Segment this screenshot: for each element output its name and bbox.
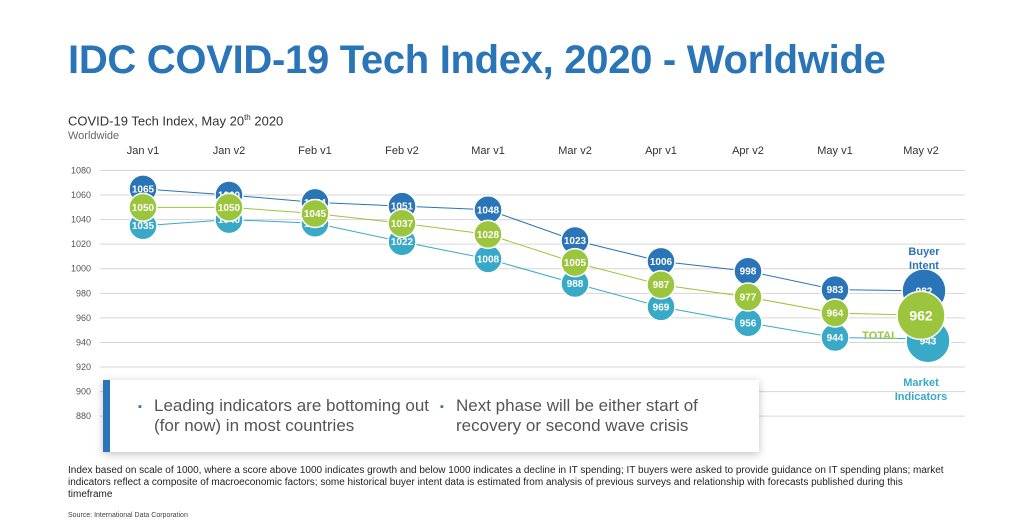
data-point-marker xyxy=(214,192,244,223)
data-value-label: 988 xyxy=(567,279,584,290)
data-point-marker xyxy=(733,282,763,312)
data-value-label: 1045 xyxy=(304,209,327,220)
data-value-label: 1023 xyxy=(564,236,587,247)
x-category-label: Feb v2 xyxy=(385,145,419,157)
data-value-label: 964 xyxy=(827,308,844,319)
series-line xyxy=(143,206,922,316)
data-point-marker xyxy=(128,192,158,223)
x-category-label: Feb v1 xyxy=(298,145,332,157)
data-value-label: 977 xyxy=(740,293,757,304)
data-value-label: 983 xyxy=(827,285,844,296)
series-label-market-indicators: Market xyxy=(903,377,939,389)
data-point-marker xyxy=(820,298,850,328)
data-point-marker xyxy=(896,290,946,341)
data-value-label: 969 xyxy=(653,302,670,313)
data-value-label: 1022 xyxy=(391,237,414,248)
data-value-label: 1050 xyxy=(218,203,241,214)
y-tick-label: 1040 xyxy=(71,215,91,225)
y-tick-label: 1060 xyxy=(71,190,91,200)
data-value-label: 1008 xyxy=(477,254,500,265)
chart-title-main: COVID-19 Tech Index, May 20 xyxy=(68,113,245,129)
y-tick-label: 940 xyxy=(76,337,91,347)
data-value-label: 944 xyxy=(827,333,844,344)
x-category-label: Jan v2 xyxy=(213,145,245,157)
takeaway-text-1: Leading indicators are bottoming out (fo… xyxy=(154,396,430,435)
data-value-label: 998 xyxy=(740,267,757,278)
data-point-marker xyxy=(300,198,330,229)
y-tick-label: 1080 xyxy=(71,165,91,175)
key-takeaways-callout: ▪ Leading indicators are bottoming out (… xyxy=(103,380,759,452)
takeaway-bullet-2: ▪ Next phase will be either start of rec… xyxy=(440,396,746,436)
x-category-label: Mar v2 xyxy=(558,145,592,157)
methodology-footnote: Index based on scale of 1000, where a sc… xyxy=(68,465,944,500)
chart-title: COVID-19 Tech Index, May 20th 2020 xyxy=(68,113,283,128)
y-tick-label: 960 xyxy=(76,313,91,323)
data-value-label: 1035 xyxy=(132,221,155,232)
takeaway-text-2: Next phase will be either start of recov… xyxy=(456,396,698,435)
page-title: IDC COVID-19 Tech Index, 2020 - Worldwid… xyxy=(68,38,886,82)
series-label-total: TOTAL xyxy=(862,330,898,342)
data-value-label: 1065 xyxy=(132,184,155,195)
data-value-label: 956 xyxy=(740,318,757,329)
data-value-label: 1028 xyxy=(477,230,500,241)
data-point-marker xyxy=(646,269,676,300)
bullet-square-icon: ▪ xyxy=(440,401,444,413)
y-tick-label: 880 xyxy=(76,411,91,421)
y-tick-label: 900 xyxy=(76,387,91,397)
chart-title-sup: th xyxy=(244,113,251,122)
data-value-label: 1006 xyxy=(650,257,673,268)
series-label-buyer-intent: Buyer xyxy=(908,246,940,258)
data-value-label: 987 xyxy=(653,280,670,291)
x-category-label: May v2 xyxy=(903,145,938,157)
bullet-square-icon: ▪ xyxy=(138,401,142,413)
series-label-market-indicators: Indicators xyxy=(895,391,948,403)
takeaway-bullet-1: ▪ Leading indicators are bottoming out (… xyxy=(138,396,434,436)
y-tick-label: 980 xyxy=(76,288,91,298)
y-tick-label: 1020 xyxy=(71,239,91,249)
data-value-label: 1005 xyxy=(564,258,587,269)
chart-title-end: 2020 xyxy=(250,113,284,129)
x-category-label: Mar v1 xyxy=(471,145,505,157)
x-category-label: Apr v2 xyxy=(732,145,764,157)
chart-subtitle: Worldwide xyxy=(68,130,120,142)
source-note: Source: International Data Corporation xyxy=(68,512,188,519)
data-point-marker xyxy=(560,247,590,278)
y-tick-label: 920 xyxy=(76,362,91,372)
series-line xyxy=(142,219,922,340)
data-value-label: 1048 xyxy=(477,205,500,216)
x-category-label: Jan v1 xyxy=(127,145,159,157)
x-category-label: May v1 xyxy=(817,145,852,157)
data-point-marker xyxy=(473,219,503,250)
data-value-label: 1050 xyxy=(132,203,155,214)
data-value-label: 1037 xyxy=(391,219,414,230)
series-line xyxy=(142,188,922,292)
data-value-label: 1051 xyxy=(391,202,414,213)
data-point-marker xyxy=(387,208,417,239)
data-value-label: 943 xyxy=(920,336,937,347)
data-value-label: 962 xyxy=(909,307,933,323)
y-tick-label: 1000 xyxy=(71,264,91,274)
x-category-label: Apr v1 xyxy=(645,145,677,157)
series-label-buyer-intent: Intent xyxy=(909,260,939,272)
